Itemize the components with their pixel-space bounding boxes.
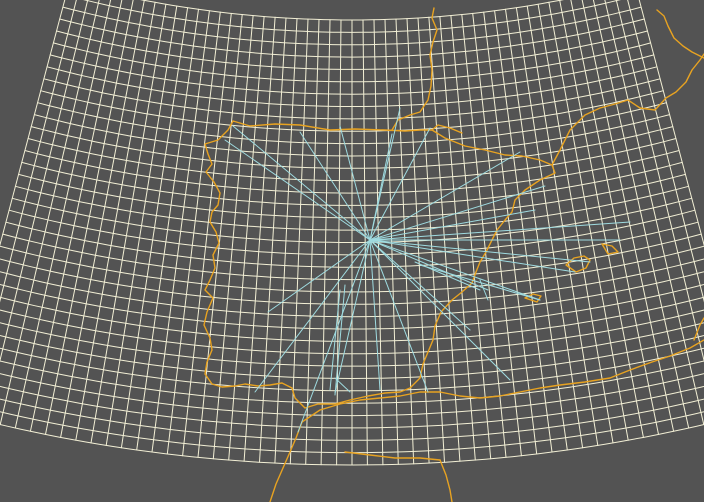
grid-meridian <box>320 19 331 466</box>
flight-route <box>339 125 371 241</box>
flight-route <box>369 239 429 393</box>
grid-meridian <box>615 0 704 363</box>
flight-route <box>334 284 346 396</box>
grid-meridian <box>182 12 232 457</box>
grid-meridian <box>450 15 492 460</box>
flight-route <box>419 264 541 301</box>
grid-meridian <box>461 14 507 458</box>
grid-meridian <box>120 7 189 449</box>
flight-route <box>224 139 371 241</box>
flight-route <box>334 239 371 394</box>
flight-route <box>254 239 371 393</box>
grid-meridian <box>581 0 675 432</box>
grid-meridian <box>526 5 599 446</box>
grid-meridian <box>289 18 309 465</box>
grid-meridian <box>472 12 522 457</box>
flight-route <box>369 239 511 381</box>
grid-meridian <box>0 0 66 247</box>
flight-route <box>232 125 371 241</box>
flight-route <box>369 133 393 241</box>
grid-meridian <box>60 0 145 438</box>
coastline-segment <box>656 9 704 59</box>
flight-routes-layer <box>224 107 631 433</box>
flight-route <box>329 289 341 391</box>
coastline-segment <box>344 451 441 461</box>
grid-meridian <box>105 5 178 446</box>
flight-route <box>267 239 371 313</box>
grid-meridian <box>570 0 659 435</box>
flight-route <box>369 185 546 241</box>
grid-meridian <box>274 18 298 464</box>
flight-route <box>369 127 431 241</box>
coastline-segment <box>551 53 704 166</box>
coastline-segment <box>439 459 453 502</box>
flight-route <box>369 209 536 241</box>
flight-route <box>369 239 381 391</box>
grid-meridian <box>395 18 415 465</box>
grid-meridian <box>197 14 243 458</box>
flight-route <box>369 239 576 273</box>
flight-route <box>334 377 351 393</box>
flight-route <box>297 239 371 433</box>
grid-meridian <box>406 18 430 464</box>
grid-meridian <box>483 11 538 455</box>
grid-meridian <box>243 16 276 462</box>
grid-meridian <box>0 0 77 303</box>
grid-meridian <box>75 1 156 441</box>
coastline-segment <box>524 293 542 303</box>
flight-route <box>369 239 541 301</box>
grid-meridian <box>373 19 384 466</box>
grid-meridian <box>0 0 89 363</box>
grid-meridian <box>559 0 644 438</box>
grid-meridian <box>548 1 629 441</box>
coastline-segment <box>391 7 438 131</box>
grid-meridian <box>439 16 476 461</box>
flight-route <box>369 239 591 263</box>
grid-meridian <box>45 0 134 435</box>
grid-meridian <box>362 19 368 466</box>
grid-meridian <box>166 11 221 455</box>
grid-meridian <box>29 0 123 432</box>
coastline-segment <box>601 243 619 255</box>
coastline-segment <box>203 120 556 409</box>
grid-meridian <box>428 16 461 462</box>
grid-meridian <box>259 17 287 463</box>
flight-route <box>369 151 521 241</box>
coastline-segment <box>431 124 463 134</box>
grid-meridian <box>604 0 704 426</box>
grid-meridian <box>627 0 704 303</box>
flight-route <box>299 131 371 241</box>
grid-meridian <box>537 3 614 444</box>
flight-route <box>369 239 489 291</box>
grid-meridian <box>505 8 568 451</box>
coastline-layer <box>203 7 704 502</box>
grid-meridian <box>0 0 100 426</box>
flight-route <box>369 221 631 241</box>
grid-meridian <box>90 3 167 444</box>
grid-meridian <box>212 15 254 460</box>
coastline-segment <box>565 255 591 273</box>
projection-grid <box>0 0 704 466</box>
grid-meridian <box>336 19 342 466</box>
grid-meridian <box>638 0 704 247</box>
grid-meridian <box>136 8 199 451</box>
flight-route <box>369 239 471 331</box>
grid-meridian <box>151 10 210 453</box>
grid-meridian <box>494 10 553 453</box>
grid-meridian <box>14 0 112 429</box>
coastline-segment <box>301 339 704 423</box>
coastline-segment <box>269 421 303 502</box>
flight-route <box>479 279 489 301</box>
grid-meridian <box>305 19 320 465</box>
coastline-segment <box>693 317 704 341</box>
